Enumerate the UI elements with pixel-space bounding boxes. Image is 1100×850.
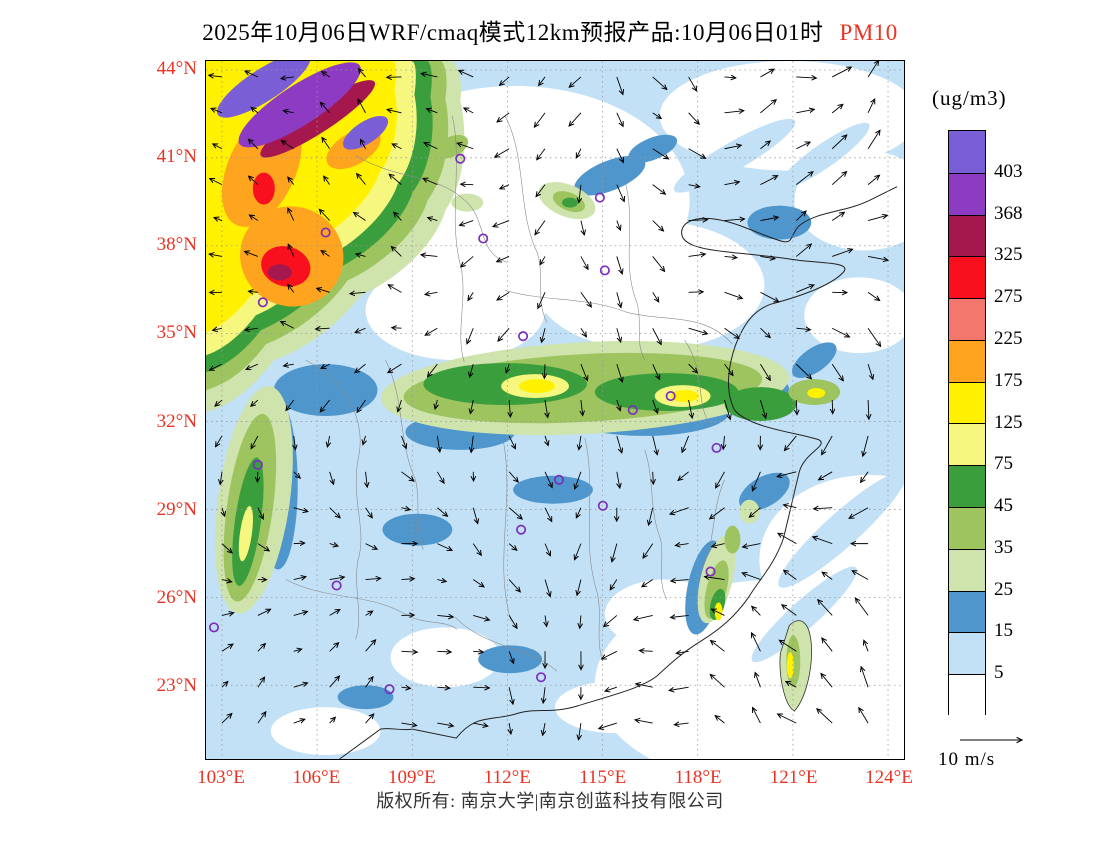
colorbar-tick-label: 368 <box>994 202 1023 224</box>
wind-scale-legend: 10 m/s <box>938 733 1088 771</box>
taiwan-island <box>779 620 812 712</box>
colorbar-tick-label: 15 <box>994 620 1013 642</box>
title-text: 2025年10月06日WRF/cmaq模式12km预报产品:10月06日01时 <box>202 20 824 45</box>
lon-tick-label: 124°E <box>865 767 913 788</box>
colorbar-segment <box>949 172 985 215</box>
lon-tick-label: 115°E <box>579 767 627 788</box>
graticule <box>206 61 904 759</box>
colorbar-tick-label: 403 <box>994 160 1023 182</box>
colorbar-legend: (ug/m3) 403 368 325 275 225 175 125 75 45 35 25 15 5 <box>932 86 1023 716</box>
colorbar-tick-label: 225 <box>994 327 1023 349</box>
pm10-map-plot <box>206 61 904 759</box>
lon-tick-label: 103°E <box>197 767 245 788</box>
lat-tick-label: 32°N <box>156 410 197 432</box>
lon-tick-label: 118°E <box>674 767 722 788</box>
colorbar-segment <box>949 674 985 716</box>
colorbar-segment <box>949 507 985 549</box>
colorbar-tick-label: 75 <box>994 453 1013 475</box>
wind-scale-arrow-icon <box>960 733 1038 747</box>
colorbar-segment <box>949 548 985 591</box>
footer-credit: 版权所有: 南京大学|南京创蓝科技有限公司 <box>376 791 724 811</box>
title-pollutant: PM10 <box>839 20 898 45</box>
colorbar-tick-label: 275 <box>994 286 1023 308</box>
lat-tick-label: 44°N <box>156 58 197 79</box>
colorbar-tick-label: 45 <box>994 495 1013 517</box>
lon-tick-label: 112°E <box>483 767 531 788</box>
colorbar-segment <box>949 465 985 508</box>
colorbar-tick-label: 175 <box>994 369 1023 391</box>
lat-tick-label: 26°N <box>156 586 197 608</box>
colorbar-unit: (ug/m3) <box>932 86 1007 110</box>
lon-tick-label: 121°E <box>769 767 818 788</box>
colorbar-segment <box>949 590 985 633</box>
shanxi-spot <box>538 182 596 220</box>
colorbar-tick-label: 125 <box>994 411 1023 433</box>
colorbar-tick-label: 25 <box>994 578 1013 600</box>
station-markers <box>208 153 722 695</box>
lon-tick-label: 109°E <box>388 767 436 788</box>
colorbar-segment <box>949 632 985 675</box>
colorbar-segment <box>949 423 985 466</box>
colorbar-tick-label: 35 <box>994 536 1013 558</box>
colorbar-segment <box>949 256 985 299</box>
sichuan-band <box>214 386 293 614</box>
lat-tick-label: 23°N <box>156 675 197 696</box>
province-boundaries <box>285 115 733 672</box>
lat-tick-label: 35°N <box>156 322 197 344</box>
lat-tick-label: 29°N <box>156 498 197 520</box>
map-frame <box>205 60 905 760</box>
coastline <box>339 186 898 759</box>
colorbar-segment <box>949 131 985 173</box>
wind-scale-label: 10 m/s <box>938 749 996 770</box>
colorbar-ticks: 403 368 325 275 225 175 125 75 45 35 25 15 5 <box>994 130 1054 715</box>
lat-tick-label: 41°N <box>156 146 197 168</box>
colorbar-segment <box>949 214 985 257</box>
yangtze-band <box>380 341 841 436</box>
wind-vector-field <box>209 61 888 740</box>
colorbar-segment <box>949 339 985 382</box>
colorbar-tick-label: 5 <box>994 662 1004 684</box>
lon-tick-label: 106°E <box>292 767 341 788</box>
colorbar-tick-label: 325 <box>994 244 1023 266</box>
colorbar-segment <box>949 298 985 340</box>
colorbar-segment <box>949 381 985 424</box>
page-title: 2025年10月06日WRF/cmaq模式12km预报产品:10月06日01时 P… <box>0 13 1100 47</box>
colorbar-bar <box>948 130 986 716</box>
lat-tick-label: 38°N <box>156 234 197 256</box>
dust-plume-northwest <box>206 61 484 412</box>
